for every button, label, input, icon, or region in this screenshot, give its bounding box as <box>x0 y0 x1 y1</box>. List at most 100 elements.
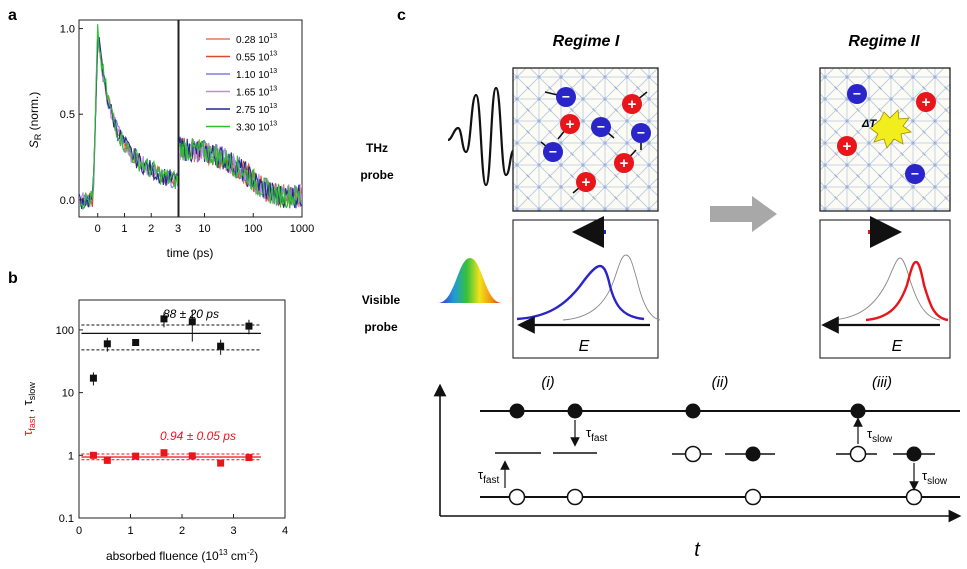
fast-point <box>160 449 168 457</box>
reference-peak-curve <box>562 254 661 321</box>
electron-symbol: − <box>549 144 557 160</box>
fast-point <box>89 451 97 459</box>
electron-dot <box>850 403 866 419</box>
hole-symbol: + <box>620 155 629 172</box>
tau-slow-label-1: τslow <box>867 426 893 445</box>
tau-slow-label-2: τslow <box>922 468 948 487</box>
hole-circle <box>905 488 923 506</box>
hole-circle <box>684 445 702 463</box>
energy-label-1: E <box>579 338 590 355</box>
fast-point <box>245 454 253 462</box>
trace-linear <box>79 24 178 211</box>
slow-point <box>103 340 111 348</box>
panel-a-legend: 0.28 1013 0.55 1013 1.10 1013 1.65 1013 2.75… <box>206 33 277 134</box>
panel-a-ticks: 0.0 0.5 1.0 0 1 2 3 10 100 1000 <box>60 24 315 235</box>
thz-pulse-icon <box>447 86 522 187</box>
fast-point <box>103 456 111 464</box>
panel-b-ticks: 0 1 2 3 4 0.1 1 10 100 <box>56 325 288 537</box>
electron-dot <box>745 446 761 462</box>
y-tick-label: 0.0 <box>60 195 75 207</box>
x-tick-label: 1 <box>127 525 133 537</box>
regime-2-carriers: − + ΔT + − <box>837 84 936 184</box>
panel-a-xlabel: time (ps) <box>167 246 214 260</box>
electron-symbol: − <box>853 86 861 102</box>
hole-circle <box>508 488 526 506</box>
electron-symbol: − <box>597 119 605 135</box>
x-tick-label: 2 <box>179 525 185 537</box>
energy-label-2: E <box>892 338 903 355</box>
regime-2-title: Regime II <box>848 33 920 50</box>
trace-log <box>179 136 302 208</box>
y-tick-label: 0.5 <box>60 109 75 121</box>
x-tick-label: 10 <box>198 223 210 235</box>
tau-fast-label-2: τfast <box>586 425 607 444</box>
electron-symbol: − <box>637 125 645 141</box>
electron-dot <box>509 403 525 419</box>
slow-point <box>188 318 196 326</box>
legend-entry: 2.75 1013 <box>236 103 277 116</box>
trace-log <box>179 138 302 209</box>
reference-peak-curve-2 <box>831 257 941 321</box>
x-tick-label: 3 <box>175 223 181 235</box>
slow-point <box>245 322 253 330</box>
panel-label-c: c <box>397 7 406 24</box>
panel-b-xlabel: absorbed fluence (1013 cm-2) <box>106 548 258 563</box>
panel-b-points <box>89 310 253 467</box>
x-tick-label: 1 <box>121 223 127 235</box>
panel-a: a 0.0 0.5 1.0 0 1 2 3 10 100 1000 SR (norm.) time… <box>8 7 314 260</box>
visible-spectrum-icon <box>438 258 502 303</box>
visible-probe-label: Visible probe <box>362 293 401 334</box>
trace-log <box>179 136 302 208</box>
x-tick-label: 3 <box>230 525 236 537</box>
stage-ii-label: (ii) <box>712 374 729 391</box>
hole-symbol: + <box>566 116 575 133</box>
panel-b-plot-area <box>78 299 286 519</box>
delta-t-label: ΔT <box>861 118 877 130</box>
shifted-peak-curve-blue <box>516 264 645 321</box>
stage-i-label: (i) <box>541 374 554 391</box>
legend-entry: 1.65 1013 <box>236 86 277 99</box>
legend-entry: 0.55 1013 <box>236 51 277 64</box>
hole-symbol: + <box>582 174 591 191</box>
panel-a-traces <box>79 24 302 211</box>
legend-entry: 1.10 1013 <box>236 68 277 81</box>
energy-level-diagram: t (i) (ii) (iii) <box>433 374 962 561</box>
electron-dot <box>906 446 922 462</box>
panel-b: b 0 1 2 3 4 0.1 1 10 100 88 ± 20 ps 0.94 ± 0.05 … <box>8 270 288 563</box>
heat-burst-icon <box>869 109 912 149</box>
panel-a-plot-area-log <box>178 19 303 218</box>
y-tick-label: 1.0 <box>60 24 75 36</box>
tau-fast-label-1: τfast <box>478 467 499 486</box>
x-tick-label: 1000 <box>290 223 314 235</box>
hole-circle <box>849 445 867 463</box>
y-tick-label: 100 <box>56 325 74 337</box>
y-tick-label: 1 <box>68 450 74 462</box>
slow-point <box>89 374 97 382</box>
fast-point <box>132 452 140 460</box>
panel-a-ylabel: SR (norm.) <box>27 92 43 149</box>
electron-symbol: − <box>562 89 570 105</box>
regime-1-carriers: − + + − − − + + <box>540 87 651 194</box>
panel-label-a: a <box>8 7 17 24</box>
panel-c: c Regime I Regime II THz probe Visible pro… <box>360 7 962 561</box>
hole-circle <box>566 488 584 506</box>
y-tick-label: 10 <box>62 388 74 400</box>
x-tick-label: 100 <box>244 223 262 235</box>
x-tick-label: 2 <box>148 223 154 235</box>
electron-dot <box>567 403 583 419</box>
fast-point <box>217 459 225 467</box>
fast-annotation: 0.94 ± 0.05 ps <box>160 429 236 443</box>
stage-iii-label: (iii) <box>872 374 892 391</box>
x-tick-label: 0 <box>76 525 82 537</box>
regime-2-visible-box <box>819 219 951 359</box>
x-tick-label: 4 <box>282 525 288 537</box>
electron-symbol: − <box>911 166 919 182</box>
slow-point <box>217 342 225 350</box>
hole-symbol: + <box>843 138 852 155</box>
panel-a-plot-area <box>78 19 179 218</box>
panel-label-b: b <box>8 270 18 287</box>
electron-dot <box>685 403 701 419</box>
legend-entry: 3.30 1013 <box>236 121 277 134</box>
panel-b-ylabel: τfast , τslow <box>20 382 37 436</box>
